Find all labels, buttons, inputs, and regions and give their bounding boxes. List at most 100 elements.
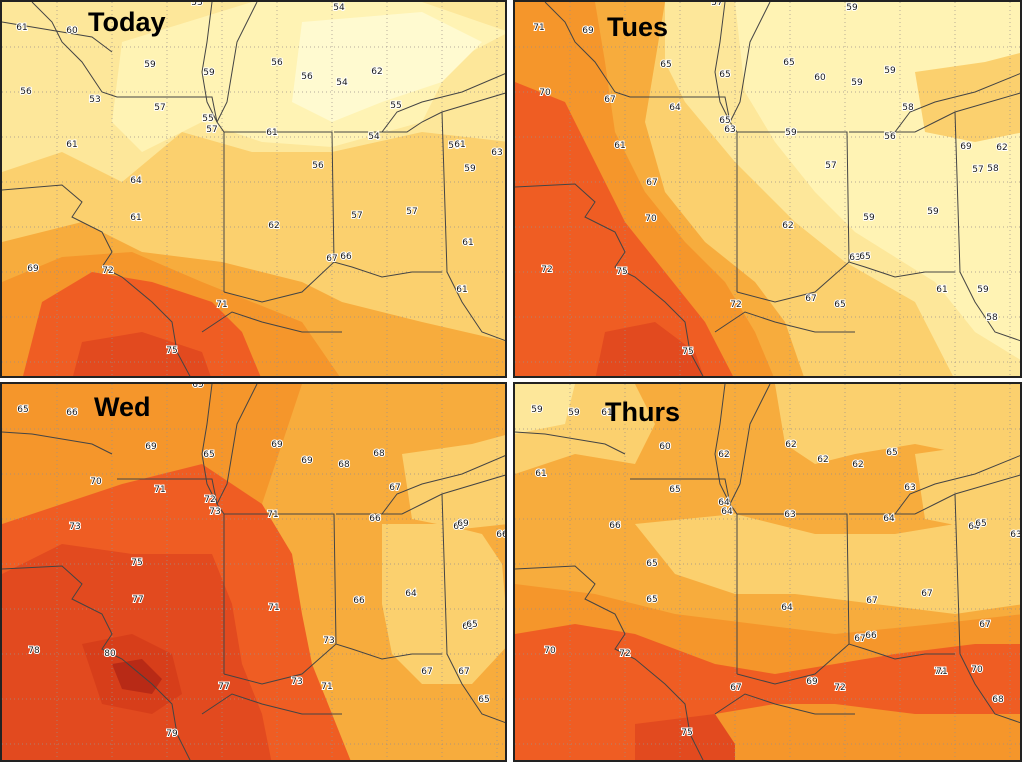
temperature-label: 62 — [782, 221, 793, 231]
temperature-label: 69 — [462, 622, 474, 632]
temperature-label: 61 — [936, 285, 947, 295]
temperature-label: 54 — [333, 3, 345, 13]
temperature-label: 57 — [972, 165, 983, 175]
temperature-label: 63 — [491, 148, 502, 158]
temperature-label: 67 — [421, 667, 432, 677]
temperature-label: 65 — [719, 116, 730, 126]
temperature-label: 54 — [368, 132, 380, 142]
temperature-label: 64 — [968, 522, 980, 532]
temperature-label: 64 — [669, 103, 681, 113]
temperature-label: 80 — [104, 649, 116, 659]
temperature-label: 54 — [336, 78, 348, 88]
temperature-label: 73 — [291, 677, 302, 687]
temperature-label: 72 — [541, 265, 552, 275]
temperature-label: 66 — [609, 521, 621, 531]
temperature-label: 59 — [203, 68, 215, 78]
temperature-label: 75 — [131, 558, 142, 568]
temperature-label: 57 — [206, 125, 217, 135]
temperature-label: 65 — [669, 485, 680, 495]
temperature-label: 71 — [268, 603, 279, 613]
temperature-label: 66 — [340, 252, 352, 262]
temperature-label: 65 — [203, 450, 214, 460]
temperature-label: 69 — [806, 677, 818, 687]
temperature-label: 72 — [730, 300, 741, 310]
temperature-label: 70 — [544, 646, 556, 656]
temperature-label: 65 — [646, 559, 657, 569]
temperature-label: 57 — [406, 207, 417, 217]
temperature-label: 69 — [27, 264, 39, 274]
temperature-label: 56 — [301, 72, 313, 82]
panel-title: Tues — [607, 12, 669, 42]
temperature-label: 61 — [456, 285, 467, 295]
temperature-label: 65 — [975, 519, 986, 529]
temperature-label: 60 — [659, 442, 671, 452]
temperature-label: 65 — [646, 595, 657, 605]
temperature-label: 57 — [351, 211, 362, 221]
temperature-label: 65 — [783, 58, 794, 68]
temperature-label: 72 — [102, 266, 113, 276]
temperature-label: 63 — [724, 125, 735, 135]
temperature-label: 55 — [202, 114, 213, 124]
temperature-label: 60 — [66, 26, 78, 36]
temperature-label: 62 — [817, 455, 828, 465]
temperature-label: 59 — [144, 60, 156, 70]
temperature-label: 65 — [466, 620, 477, 630]
temperature-label: 61 — [130, 213, 141, 223]
temperature-label: 62 — [785, 440, 796, 450]
temperature-label: 64 — [130, 176, 142, 186]
temperature-label: 69 — [453, 522, 465, 532]
temperature-label: 63 — [849, 253, 860, 263]
temperature-label: 61 — [266, 128, 277, 138]
temperature-label: 59 — [568, 408, 580, 418]
temperature-label: 59 — [846, 3, 858, 13]
temperature-label: 63 — [1010, 530, 1021, 540]
temperature-label: 59 — [531, 405, 543, 415]
temperature-label: 58 — [902, 103, 914, 113]
temperature-label: 71 — [267, 510, 278, 520]
map-panel-thurs: 59 59 61 60 62 62 62 62 65 63 61 65 64 64 63 64 64 65 63 66… — [513, 382, 1022, 762]
temperature-label: 59 — [464, 164, 476, 174]
temperature-label: 53 — [89, 95, 100, 105]
temperature-label: 66 — [353, 596, 365, 606]
temperature-label: 71 — [216, 300, 227, 310]
temperature-label: 79 — [166, 729, 178, 739]
temperature-label: 59 — [785, 128, 797, 138]
temperature-label: 66 — [496, 530, 507, 540]
temperature-label: 62 — [996, 143, 1007, 153]
temperature-label: 70 — [90, 477, 102, 487]
temperature-label: 69 — [301, 456, 313, 466]
temperature-label: 67 — [979, 620, 990, 630]
temperature-label: 73 — [69, 522, 80, 532]
temperature-label: 53 — [191, 2, 202, 8]
temperature-label: 77 — [132, 595, 143, 605]
temperature-label: 61 — [601, 408, 612, 418]
temperature-label: 65 — [719, 70, 730, 80]
temperature-label: 63 — [784, 510, 795, 520]
temperature-label: 75 — [166, 346, 177, 356]
temperature-label: 67 — [458, 667, 469, 677]
temperature-label: 75 — [681, 728, 692, 738]
temperature-label: 63 — [904, 483, 915, 493]
temperature-label: 58 — [987, 164, 999, 174]
temperature-label: 67 — [921, 589, 932, 599]
temperature-label: 69 — [582, 26, 594, 36]
temperature-label: 64 — [781, 603, 793, 613]
temperature-label: 68 — [373, 449, 385, 459]
temperature-label: 68 — [992, 695, 1004, 705]
map-panel-today: 61 60 53 54 59 59 56 56 54 62 56 53 57 55 55 57 61 54 61 56… — [0, 0, 507, 378]
temperature-label: 65 — [660, 60, 671, 70]
temperature-label: 61 — [66, 140, 77, 150]
temperature-label: 57 — [711, 2, 722, 8]
temperature-label: 65 — [834, 300, 845, 310]
temperature-label: 78 — [28, 646, 40, 656]
temperature-label: 67 — [805, 294, 816, 304]
temperature-label: 56 — [271, 58, 283, 68]
temperature-label: 65 — [886, 448, 897, 458]
temperature-label: 67 — [604, 95, 615, 105]
temperature-label: 67 — [730, 683, 741, 693]
temperature-label: 71 — [533, 23, 544, 33]
temperature-label: 62 — [371, 67, 382, 77]
temperature-label: 61 — [614, 141, 625, 151]
